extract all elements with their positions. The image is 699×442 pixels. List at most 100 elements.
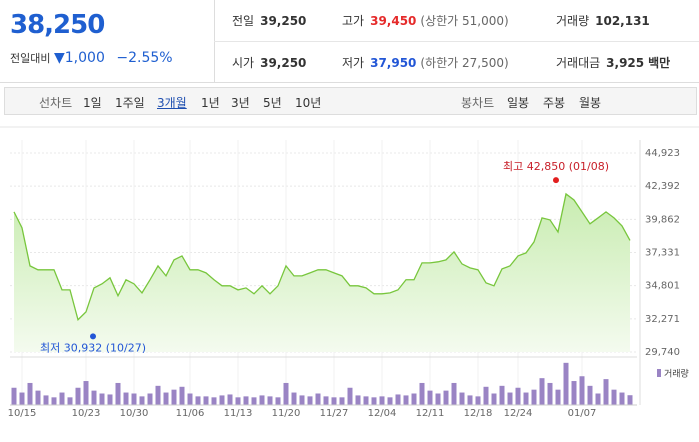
volume-bar xyxy=(131,393,137,405)
volume-bar xyxy=(235,397,241,405)
volume-bar xyxy=(179,386,185,405)
volume-bar xyxy=(99,393,105,405)
volume-bar xyxy=(291,392,297,405)
volume-bar xyxy=(35,390,41,405)
tab[interactable]: 10년 xyxy=(295,96,322,110)
volume-bar xyxy=(595,393,601,405)
x-tick-label: 11/20 xyxy=(272,408,301,419)
change-label: 전일대비 xyxy=(10,52,51,65)
volume-bar xyxy=(227,394,233,405)
volume-bar xyxy=(563,362,569,405)
volume-bar xyxy=(443,390,449,405)
volume-bar xyxy=(83,381,89,405)
volume-bar xyxy=(451,382,457,405)
area xyxy=(14,193,630,352)
x-tick-label: 10/23 xyxy=(72,408,101,419)
stat-value: 39,250 xyxy=(260,56,307,70)
low-dot xyxy=(90,333,96,340)
stat-extra: (상한가 51,000) xyxy=(420,14,509,28)
volume-bar xyxy=(379,396,385,405)
x-tick-label: 12/24 xyxy=(504,408,533,419)
tab-bar: 선차트 1일 1주일 3개월 1년 3년 5년 10년 봉차트 일봉 주봉 월봉 xyxy=(4,87,697,115)
stat-value: 37,950 xyxy=(370,56,417,70)
tab[interactable]: 일봉 xyxy=(507,96,530,110)
y-tick-label: 44,923 xyxy=(645,148,680,159)
quote-panel: 38,250 전일대비 ▼1,000 −2.55% 전일 39,250 고가 39,4… xyxy=(0,0,699,83)
volume-bar xyxy=(555,389,561,405)
volume-bar xyxy=(27,382,33,405)
volume-bar xyxy=(411,393,417,405)
stat-label: 저가 xyxy=(342,56,365,70)
x-tick-label: 11/13 xyxy=(224,408,253,419)
volume-bar xyxy=(299,395,305,405)
volume-bar xyxy=(419,382,425,405)
tab[interactable]: 1주일 xyxy=(115,96,145,110)
price: 38,250 xyxy=(10,10,105,40)
volume-bar xyxy=(91,390,97,405)
volume-bar xyxy=(435,393,441,405)
x-tick-label: 11/06 xyxy=(176,408,205,419)
volume-bar xyxy=(483,386,489,405)
low-label: 최저 30,932 (10/27) xyxy=(40,341,146,354)
tab[interactable]: 주봉 xyxy=(543,96,566,110)
y-tick-label: 34,801 xyxy=(645,281,680,292)
volume-bar xyxy=(171,389,177,405)
volume-bar xyxy=(539,378,545,405)
tab[interactable]: 3개월 xyxy=(157,96,187,110)
stat-label: 고가 xyxy=(342,14,365,28)
stat-extra: (하한가 27,500) xyxy=(420,56,509,70)
volume-bar xyxy=(51,397,57,405)
y-tick-label: 29,740 xyxy=(645,347,680,358)
volume-bar xyxy=(331,397,337,405)
volume-bar xyxy=(475,396,481,405)
legend-label: 거래량 xyxy=(664,368,689,380)
volume-bar xyxy=(163,392,169,405)
volume-bar xyxy=(499,385,505,405)
volume-bar xyxy=(19,392,25,405)
stat-value: 102,131 xyxy=(595,14,650,28)
volume-bar xyxy=(515,387,521,405)
x-tick-label: 10/30 xyxy=(120,408,149,419)
volume-bar xyxy=(587,385,593,405)
volume-bar xyxy=(283,382,289,405)
volume-bar xyxy=(571,381,577,405)
volume-bar xyxy=(155,385,161,405)
volume-bar xyxy=(251,397,257,405)
tab[interactable]: 1년 xyxy=(201,96,220,110)
tab[interactable]: 1일 xyxy=(83,96,102,110)
volume-bar xyxy=(107,394,113,405)
tab[interactable]: 5년 xyxy=(263,96,282,110)
stat: 저가 37,950 (하한가 27,500) xyxy=(342,54,509,71)
volume-bar xyxy=(371,397,377,405)
volume-bar xyxy=(387,397,393,405)
volume-bar xyxy=(267,396,273,405)
x-tick-label: 12/04 xyxy=(368,408,397,419)
stat-label: 시가 xyxy=(232,56,255,70)
stat: 거래대금 3,925 백만 xyxy=(556,54,670,71)
y-tick-label: 32,271 xyxy=(645,314,680,325)
volume-bar xyxy=(531,389,537,405)
y-tick-label: 39,862 xyxy=(645,214,680,225)
volume-bar xyxy=(467,395,473,405)
change-rate: −2.55% xyxy=(116,50,173,66)
volume-bar xyxy=(147,393,153,405)
tab[interactable]: 3년 xyxy=(231,96,250,110)
change-value: 1,000 xyxy=(64,50,105,66)
volume-bar xyxy=(403,395,409,405)
volume-bar xyxy=(363,396,369,405)
volume-bar xyxy=(579,376,585,405)
volume-bar xyxy=(243,396,249,405)
tab[interactable]: 월봉 xyxy=(579,96,602,110)
volume-bar xyxy=(275,397,281,405)
tab-label: 선차트 xyxy=(39,96,73,110)
volume-bar xyxy=(75,387,81,405)
volume-bar xyxy=(347,387,353,405)
x-tick-label: 10/15 xyxy=(8,408,37,419)
y-tick-label: 37,331 xyxy=(645,248,680,259)
volume-bar xyxy=(619,392,625,405)
stat: 고가 39,450 (상한가 51,000) xyxy=(342,12,509,29)
volume-bar xyxy=(547,382,553,405)
volume-bar xyxy=(427,390,433,405)
stat-label: 거래대금 xyxy=(556,56,601,70)
